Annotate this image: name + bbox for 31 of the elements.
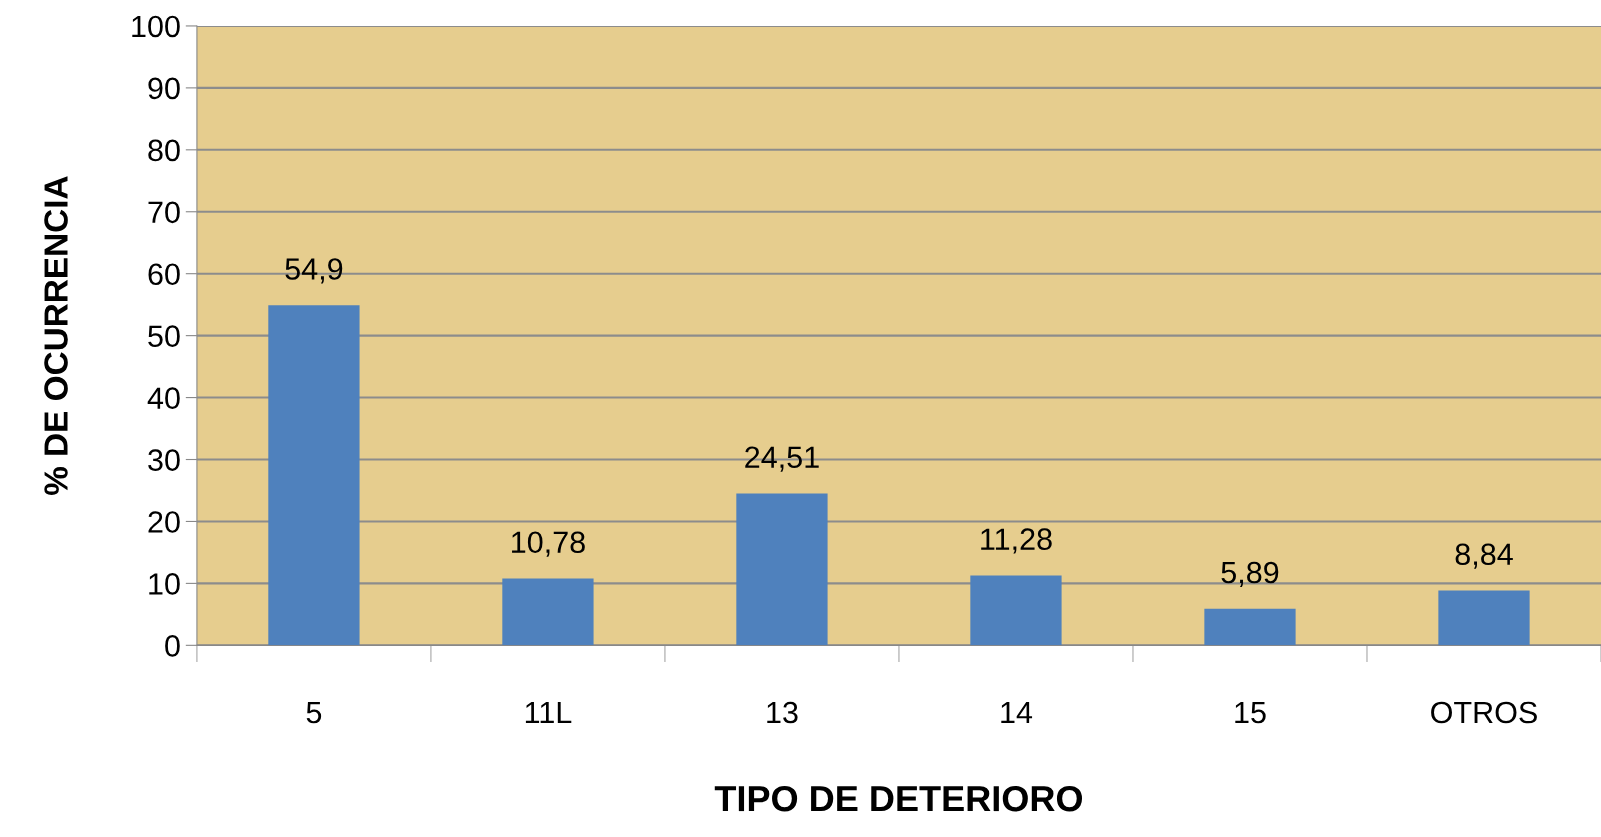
bar xyxy=(1204,608,1296,646)
y-tick-label: 0 xyxy=(165,635,180,657)
bar xyxy=(502,578,594,646)
data-label: 11,28 xyxy=(981,528,1052,554)
y-tick-label: 20 xyxy=(148,511,180,533)
x-tick-label: 11L xyxy=(525,702,572,724)
data-label: 24,51 xyxy=(745,446,819,472)
x-tick-label: OTROS xyxy=(1431,701,1537,724)
bar xyxy=(970,575,1062,646)
y-tick-label: 60 xyxy=(148,263,180,286)
data-label: 54,9 xyxy=(285,258,343,284)
data-label: 10,78 xyxy=(512,531,585,557)
data-label: 8,84 xyxy=(1455,543,1513,569)
data-label: 5,89 xyxy=(1221,561,1279,587)
y-axis-title: % DE OCURRENCIA xyxy=(44,176,68,496)
bar xyxy=(268,305,360,646)
x-axis-title: TIPO DE DETERIORO xyxy=(714,785,1083,812)
y-tick-label: 10 xyxy=(149,573,180,595)
x-tick-label: 14 xyxy=(1001,702,1033,724)
x-tick-label: 5 xyxy=(306,702,322,724)
bar xyxy=(736,493,828,646)
bar xyxy=(1438,590,1530,646)
y-tick-label: 50 xyxy=(148,325,180,348)
y-tick-label: 40 xyxy=(147,387,180,409)
y-tick-label: 100 xyxy=(132,15,180,38)
y-tick-label: 90 xyxy=(148,77,180,100)
y-tick-label: 30 xyxy=(148,449,180,471)
y-tick-label: 70 xyxy=(148,201,180,224)
x-tick-label: 13 xyxy=(767,701,798,724)
y-tick-label: 80 xyxy=(148,139,180,162)
x-tick-label: 15 xyxy=(1235,702,1266,724)
